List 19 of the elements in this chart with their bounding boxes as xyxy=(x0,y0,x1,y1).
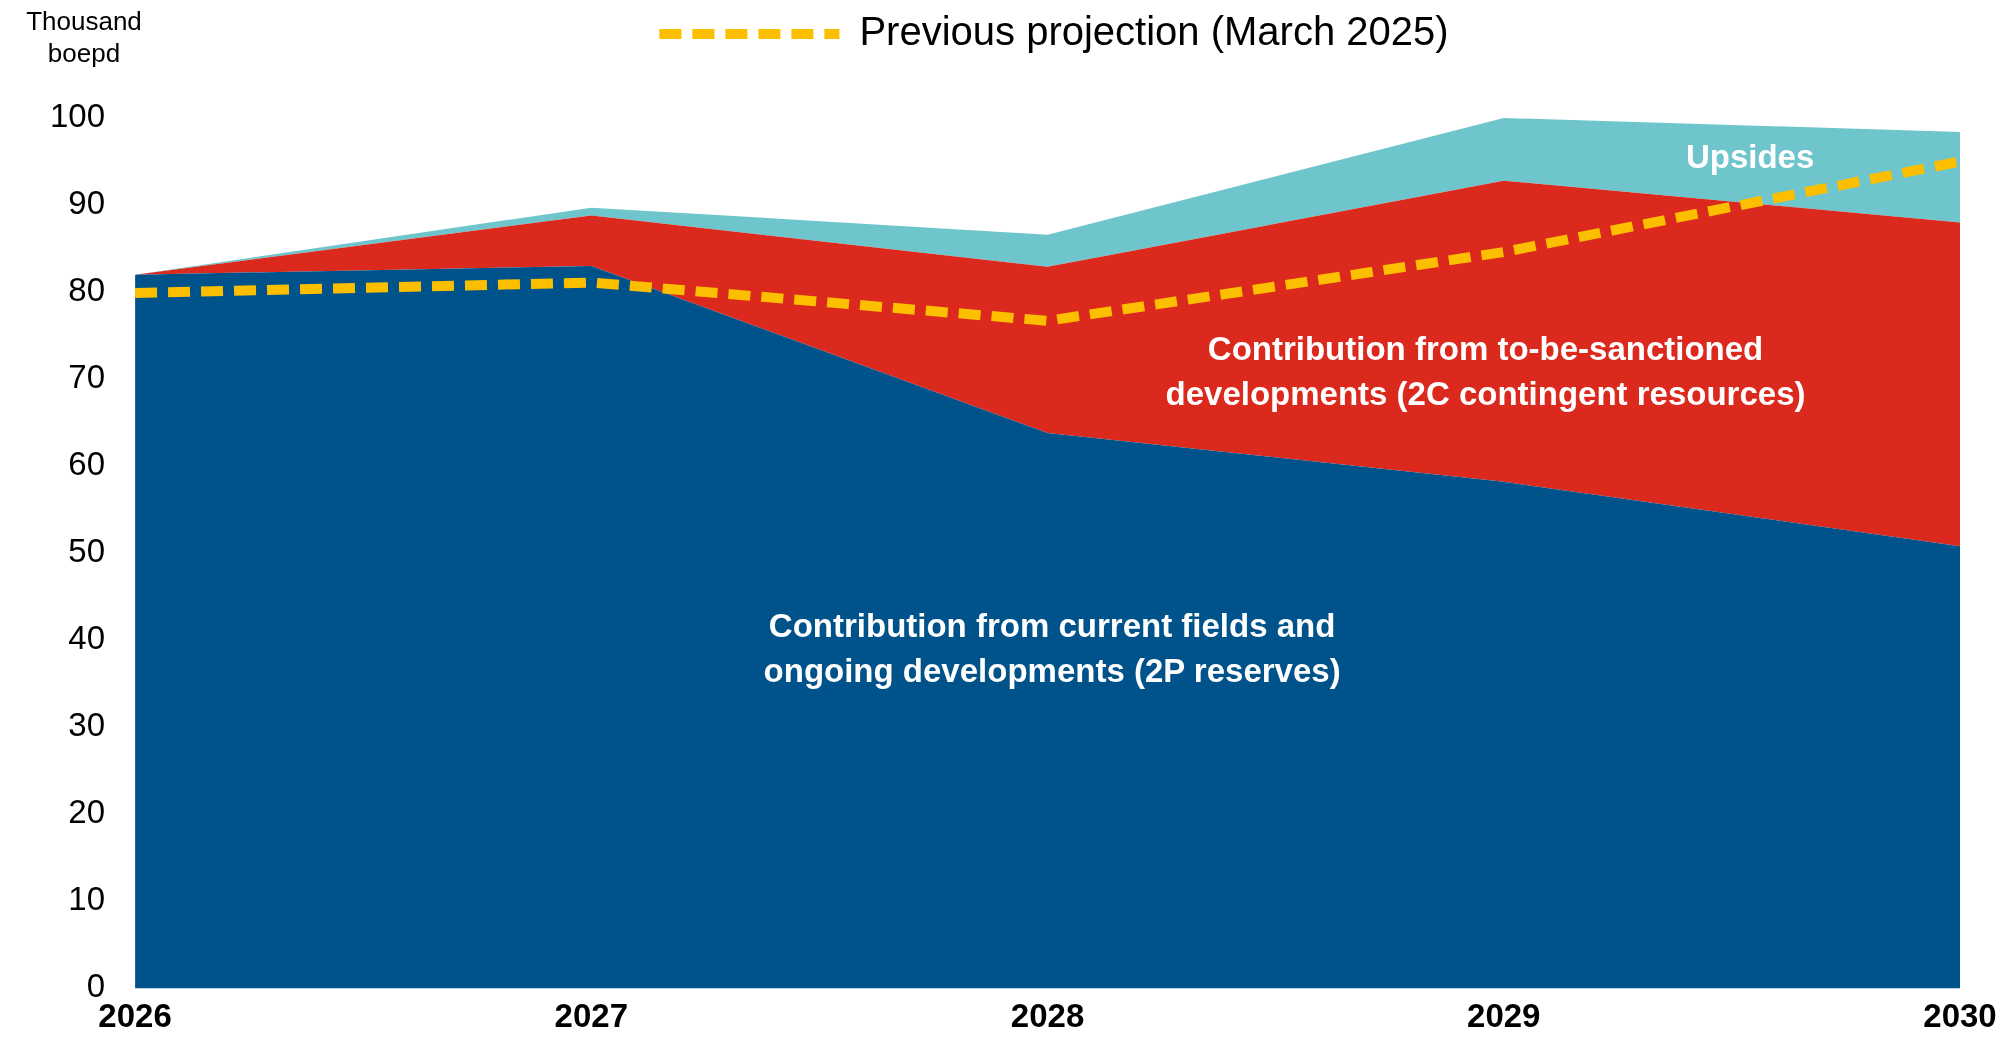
x-tick-label: 2030 xyxy=(1923,997,1997,1035)
y-tick-label: 30 xyxy=(68,706,106,744)
x-tick-label: 2028 xyxy=(1010,997,1085,1035)
series-label: Contribution from to-be-sanctioned developments (2C contingent resources) xyxy=(1165,330,1806,412)
series-label: Upsides xyxy=(1685,138,1815,176)
x-tick-label: 2029 xyxy=(1467,997,1541,1035)
y-tick-label: 50 xyxy=(68,532,106,570)
y-axis-title: Thousand boepd xyxy=(26,6,142,69)
y-tick-label: 10 xyxy=(68,880,106,918)
y-tick-label: 70 xyxy=(68,358,106,396)
y-tick-label: 80 xyxy=(68,271,106,309)
series-label: Contribution from current fields and ongoing developments (2P reserves) xyxy=(763,606,1341,689)
x-tick-label: 2027 xyxy=(554,997,629,1035)
legend-label: Previous projection (March 2025) xyxy=(859,9,1449,54)
y-tick-label: 90 xyxy=(68,184,106,222)
y-tick-label: 60 xyxy=(68,445,106,483)
y-tick-label: 100 xyxy=(50,97,106,135)
y-tick-label: 40 xyxy=(68,619,106,657)
y-tick-label: 20 xyxy=(68,793,106,831)
